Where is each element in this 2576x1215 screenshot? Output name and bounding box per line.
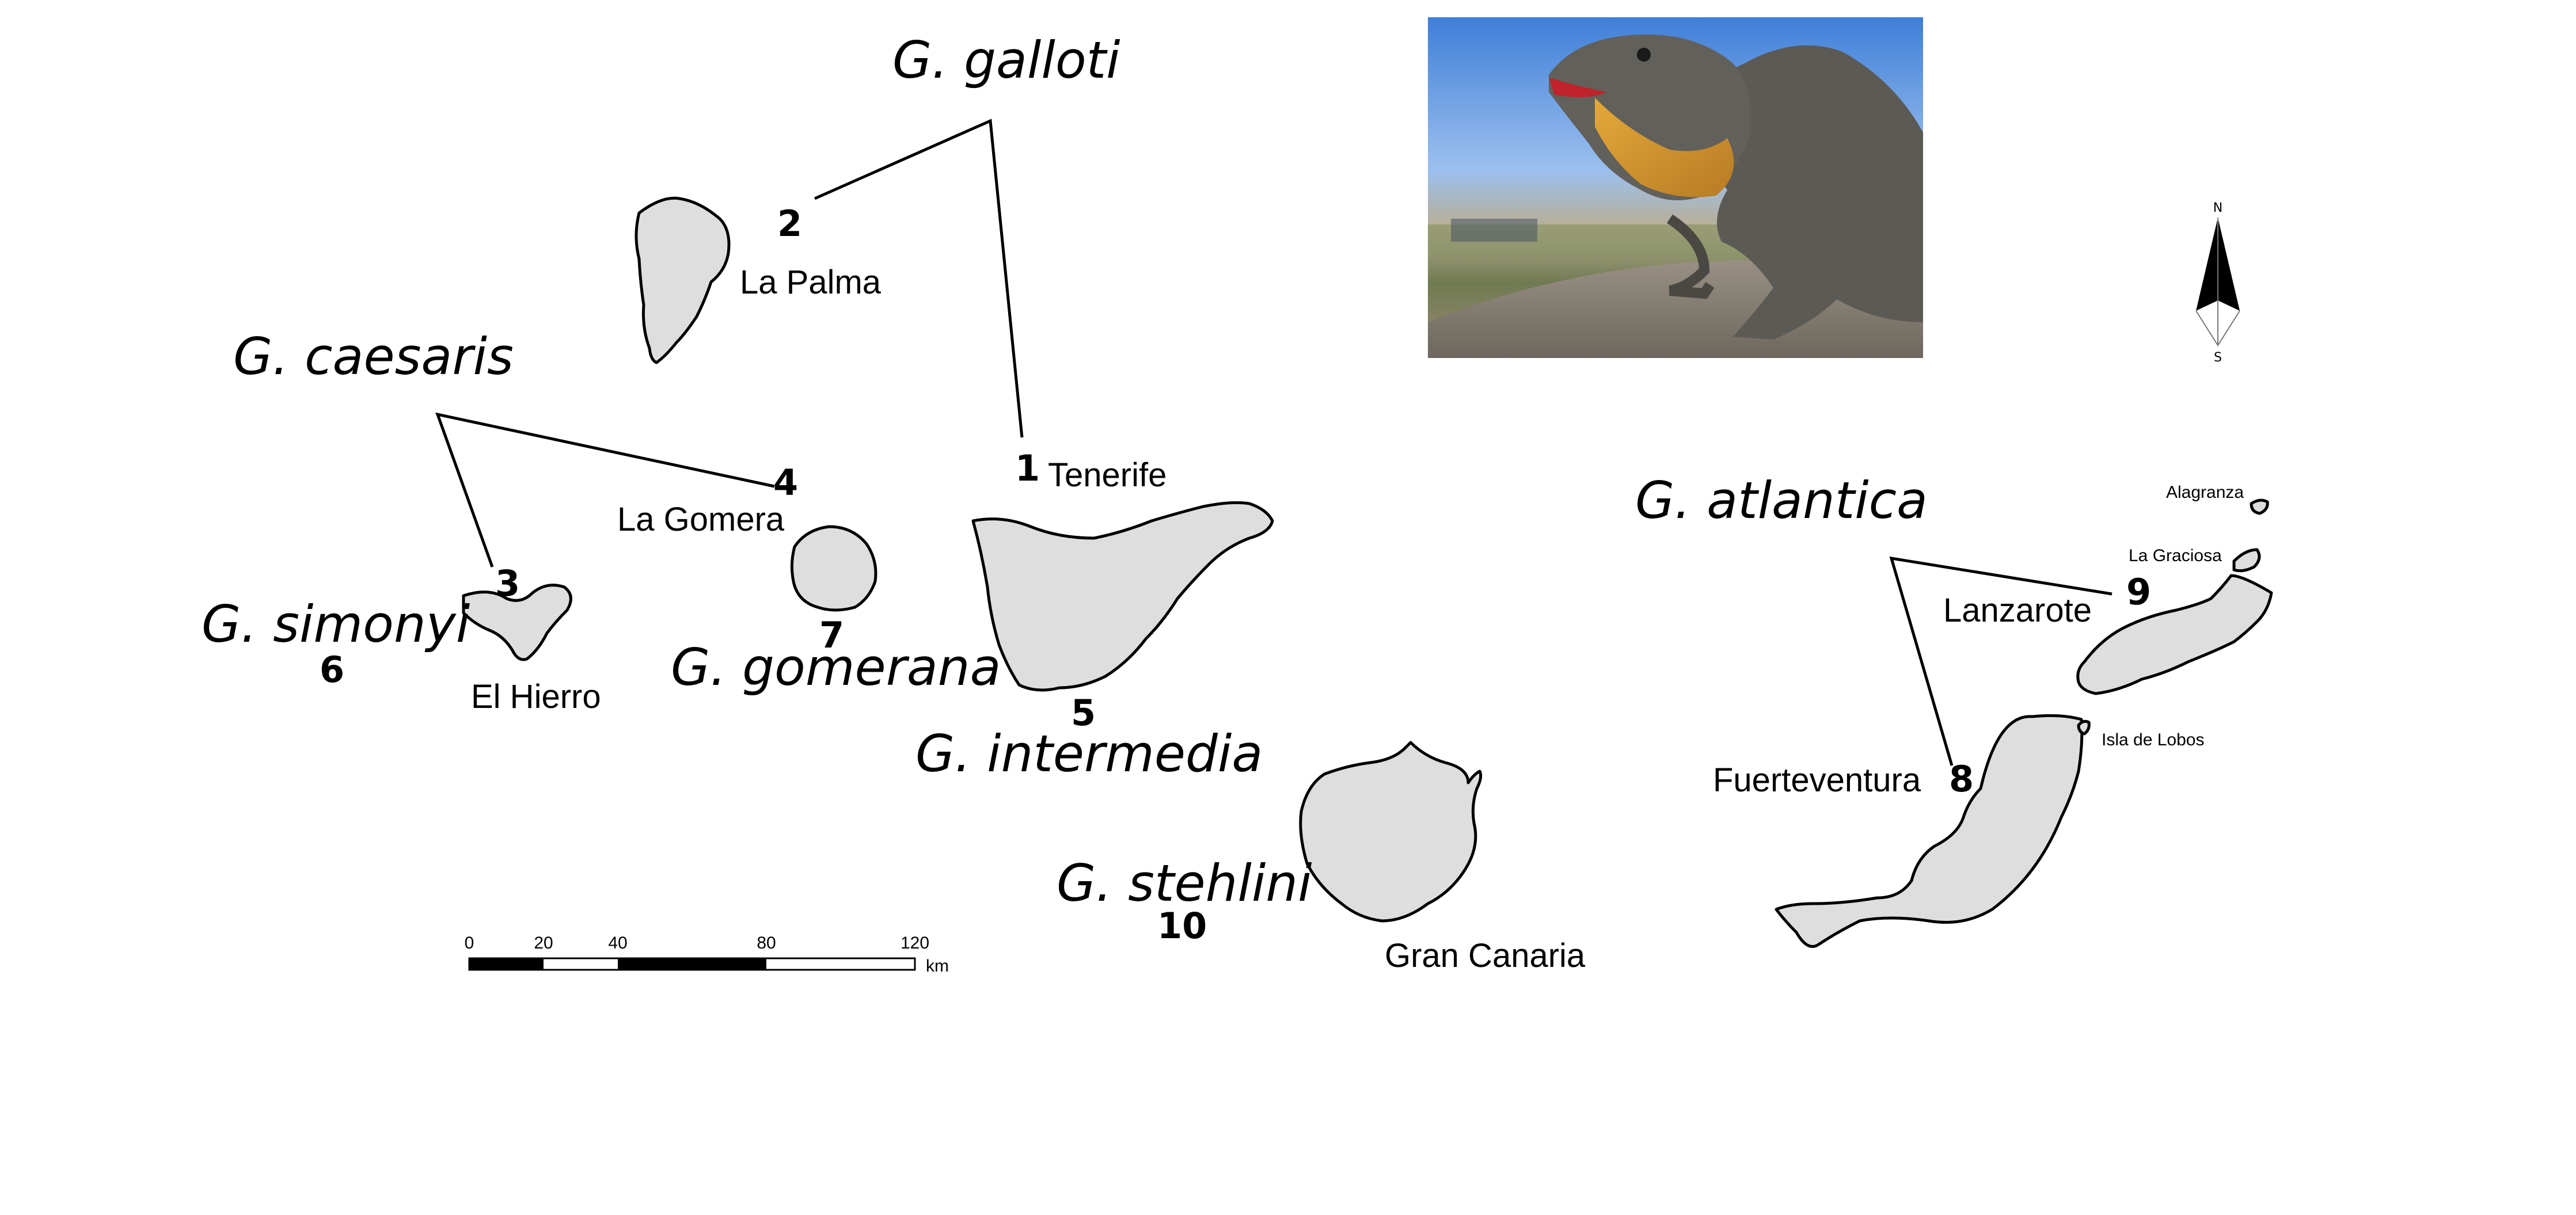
galloti-leader-line <box>814 119 1024 438</box>
lanzarote-island <box>2076 574 2273 695</box>
svg-text:120: 120 <box>901 934 929 953</box>
species-galloti: G. galloti <box>892 31 1120 90</box>
north-arrow-icon: N S <box>2195 201 2240 365</box>
caesaris-leader-line <box>435 412 775 567</box>
island-label-gran-canaria: Gran Canaria <box>1385 937 1586 974</box>
svg-text:0: 0 <box>465 934 474 953</box>
svg-text:S: S <box>2214 351 2222 365</box>
population-number: 3 <box>495 562 520 604</box>
species-gomerana: G. gomerana <box>671 638 1001 697</box>
species-atlantica: G. atlantica <box>1635 471 1928 530</box>
species-simonyi: G. simonyi <box>202 595 470 654</box>
atlantica-leader-line <box>1889 556 2113 766</box>
population-number: 10 <box>1157 905 1207 947</box>
tenerife-island <box>971 501 1274 692</box>
svg-text:40: 40 <box>608 934 627 953</box>
svg-text:20: 20 <box>534 934 553 953</box>
svg-text:80: 80 <box>757 934 776 953</box>
population-number: 8 <box>1949 758 1974 800</box>
scale-bar: 0 20 40 80 120 km <box>465 934 949 976</box>
la-palma-island <box>634 196 731 364</box>
svg-text:N: N <box>2213 201 2222 215</box>
population-number: 4 <box>773 462 798 504</box>
fuerteventura-island <box>1775 714 2084 948</box>
island-label-alagranza: Alagranza <box>2166 483 2244 502</box>
population-number: 2 <box>777 203 802 245</box>
population-number: 6 <box>320 649 344 691</box>
population-number: 9 <box>2126 571 2151 613</box>
la-gomera-island <box>790 525 877 612</box>
island-label-la-palma: La Palma <box>740 264 882 301</box>
isla-de-lobos-island <box>2077 719 2091 736</box>
lizard-photo <box>1428 17 1923 358</box>
population-number: 5 <box>1071 692 1096 734</box>
alagranza-island <box>2250 498 2269 515</box>
species-intermedia: G. intermedia <box>915 724 1263 783</box>
species-stehlini: G. stehlini <box>1057 854 1312 913</box>
island-label-fuerteventura: Fuerteventura <box>1713 761 1921 799</box>
el-hierro-island <box>462 584 572 661</box>
svg-text:km: km <box>926 957 949 976</box>
island-label-lanzarote: Lanzarote <box>1943 592 2092 629</box>
island-label-tenerife: Tenerife <box>1048 456 1167 494</box>
island-label-la-gomera: La Gomera <box>617 501 785 538</box>
island-label-isla-de-lobos: Isla de Lobos <box>2102 730 2204 749</box>
species-caesaris: G. caesaris <box>233 327 514 386</box>
population-number: 1 <box>1015 447 1040 489</box>
gran-canaria-island <box>1299 741 1483 923</box>
la-graciosa-island <box>2232 548 2261 573</box>
island-label-el-hierro: El Hierro <box>471 678 601 715</box>
island-label-la-graciosa: La Graciosa <box>2129 546 2222 565</box>
population-number: 7 <box>819 614 844 656</box>
